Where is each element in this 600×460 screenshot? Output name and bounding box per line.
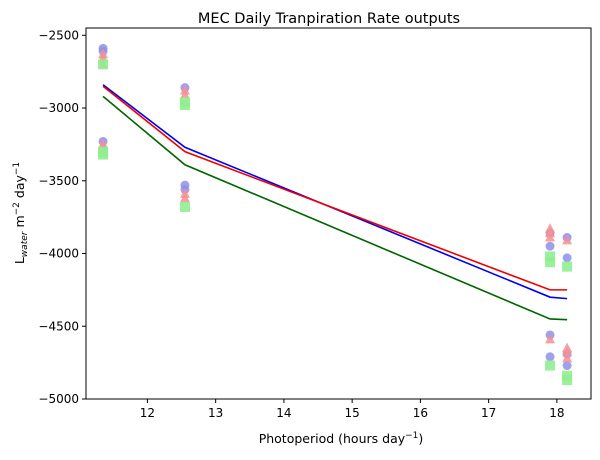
y-axis-label-sub: water <box>20 230 30 257</box>
y-tick-label: −4500 <box>38 319 79 333</box>
series-line <box>102 95 568 321</box>
y-tick-label: −3000 <box>38 101 79 115</box>
square-point <box>98 59 109 70</box>
x-axis-label-sup: −1 <box>405 431 418 441</box>
circle-point <box>562 253 572 263</box>
x-tick-label: 18 <box>549 406 564 420</box>
chart-title: MEC Daily Tranpiration Rate outputs <box>198 11 460 27</box>
y-axis-label-mid2: day <box>12 175 27 203</box>
x-tick-label: 16 <box>413 406 428 420</box>
triangle-point <box>562 352 573 363</box>
y-axis-label-sup1: −2 <box>12 202 22 215</box>
square-point <box>98 149 109 160</box>
square-point <box>562 375 573 386</box>
x-tick-label: 17 <box>481 406 496 420</box>
y-axis-label-mid: m <box>12 215 27 231</box>
square-point <box>562 261 573 272</box>
circle-point <box>545 241 555 251</box>
x-tick-label: 12 <box>140 406 155 420</box>
x-axis-label: Photoperiod (hours day−1) <box>259 431 424 446</box>
plot-content <box>98 43 573 386</box>
triangle-point <box>179 89 190 99</box>
square-point <box>545 360 556 371</box>
triangle-point <box>545 333 556 344</box>
series-line <box>102 85 568 291</box>
x-axis-label-prefix: Photoperiod (hours day <box>259 431 406 446</box>
square-point <box>179 100 190 111</box>
square-point <box>545 251 556 262</box>
y-axis-label-base: L <box>12 257 27 264</box>
plot-frame <box>85 27 592 400</box>
y-axis-label: Lwater m−2 day−1 <box>12 162 30 264</box>
triangle-point <box>562 346 573 357</box>
y-tick-label: −5000 <box>38 392 79 406</box>
y-tick-label: −3500 <box>38 174 79 188</box>
x-axis: 12 13 14 15 16 17 18 <box>140 399 565 420</box>
y-tick-label: −2500 <box>38 28 79 42</box>
y-axis: −5000 −4500 −4000 −3500 −3000 −2500 <box>38 28 86 406</box>
circle-point <box>562 361 572 371</box>
y-axis-label-sup2: −1 <box>12 162 22 175</box>
triangle-point <box>179 192 190 203</box>
series-line <box>102 84 568 300</box>
square-point <box>179 201 190 212</box>
circle-point <box>545 352 555 362</box>
x-tick-label: 15 <box>345 406 360 420</box>
x-tick-label: 14 <box>276 406 291 420</box>
x-axis-label-suffix: ) <box>418 431 423 446</box>
x-tick-label: 13 <box>208 406 223 420</box>
triangle-point <box>545 232 556 242</box>
y-tick-label: −4000 <box>38 247 79 261</box>
triangle-point <box>562 234 573 245</box>
square-point <box>545 257 556 268</box>
